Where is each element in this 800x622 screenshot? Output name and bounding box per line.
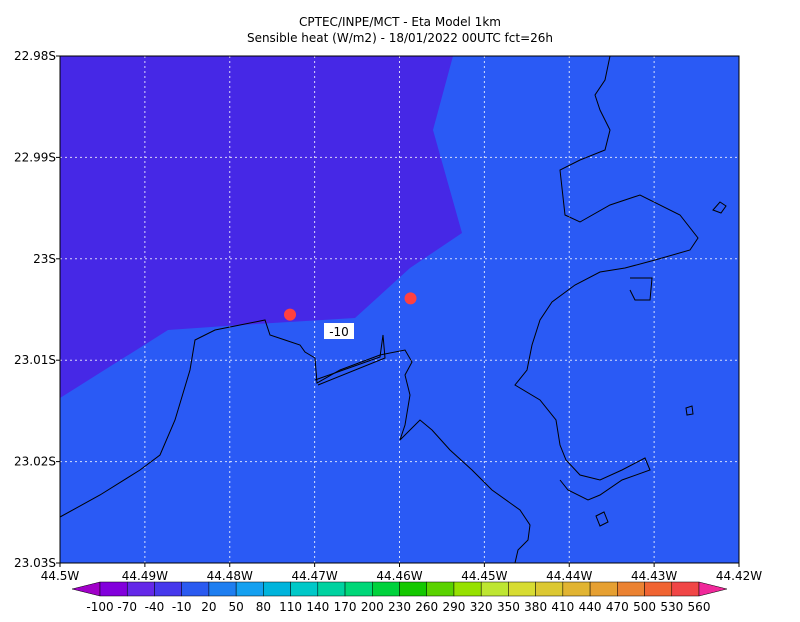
colorbar-label: 80 [256,600,271,614]
title-line: CPTEC/INPE/MCT - Eta Model 1km [299,15,501,29]
lat-tick-label: 23.01S [14,353,56,367]
colorbar-arrow [698,581,728,597]
colorbar-label: 560 [688,600,711,614]
colorbar-box [589,581,618,597]
coastline [514,55,699,501]
colorbar-box [426,581,455,597]
title-line: Sensible heat (W/m2) - 18/01/2022 00UTC … [247,31,553,45]
colorbar-box [399,581,427,597]
field-purple [60,56,462,398]
colorbar-label: 200 [361,600,384,614]
colorbar-box [617,581,645,597]
lon-tick-label: 44.47W [292,569,338,583]
lon-tick-label: 44.5W [41,569,80,583]
colorbar-box [263,581,291,597]
colorbar-label: 410 [551,600,574,614]
lon-tick-label: 44.45W [461,569,507,583]
colorbar-label: 350 [497,600,520,614]
colorbar-box [344,581,373,597]
map-area: -10 [59,55,740,564]
marker [404,292,417,305]
colorbar-box [453,581,482,597]
colorbar-box [154,581,182,597]
lat-tick-label: 22.99S [14,150,56,164]
lon-tick-label: 44.44W [546,569,592,583]
lat-tick-label: 23S [33,252,56,266]
colorbar-box [235,581,264,597]
colorbar-label: 230 [388,600,411,614]
colorbar-label: 470 [606,600,629,614]
colorbar-label: -70 [117,600,137,614]
marker [284,308,297,321]
colorbar-label: -10 [172,600,192,614]
island [595,511,609,527]
colorbar-box [99,581,128,597]
colorbar-label: 530 [660,600,683,614]
colorbar-label: -100 [86,600,113,614]
grid [60,56,739,563]
lon-tick-label: 44.48W [207,569,253,583]
colorbar-label: 110 [279,600,302,614]
lon-tick-label: 44.46W [376,569,422,583]
colorbar-arrow [71,581,101,597]
colorbar-box [317,581,346,597]
coastline [629,277,653,301]
colorbar-box [562,581,591,597]
contour-label: -10 [329,325,349,339]
island [685,405,694,416]
colorbar: -100 -70 -40 -10 20 50 80 110 140 170 200 230 260 290… [71,581,728,614]
colorbar-label: 440 [579,600,602,614]
island [712,201,727,214]
colorbar-box [181,581,210,597]
colorbar-label: 380 [524,600,547,614]
lat-tick-label: 22.98S [14,49,56,63]
colorbar-box [290,581,319,597]
colorbar-label: 20 [201,600,216,614]
colorbar-label: 140 [306,600,329,614]
lat-tick-label: 23.02S [14,455,56,469]
colorbar-label: 50 [228,600,243,614]
colorbar-box [480,581,509,597]
lon-tick-label: 44.42W [716,569,762,583]
colorbar-box [535,581,564,597]
colorbar-box [208,581,237,597]
colorbar-label: -40 [145,600,165,614]
colorbar-box [671,581,700,597]
lat-tick-label: 23.03S [14,556,56,570]
colorbar-label: 260 [415,600,438,614]
lon-tick-label: 44.43W [631,569,677,583]
lon-tick-label: 44.49W [122,569,168,583]
colorbar-box [644,581,673,597]
colorbar-box [508,581,536,597]
colorbar-label: 170 [334,600,357,614]
colorbar-label: 500 [633,600,656,614]
colorbar-box [126,581,155,597]
jetty [314,334,386,386]
colorbar-label: 290 [443,600,466,614]
contour-label-box [324,323,354,339]
colorbar-label: 320 [470,600,493,614]
colorbar-box [372,581,400,597]
